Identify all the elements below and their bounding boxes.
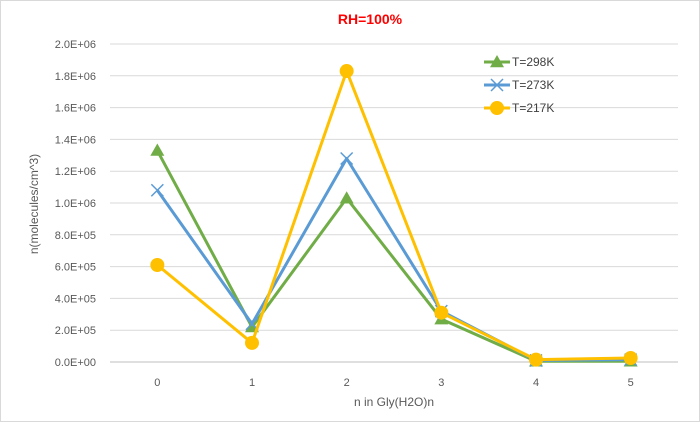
y-tick-label: 1.6E+06: [55, 103, 96, 115]
y-tick-label: 1.8E+06: [55, 71, 96, 83]
x-tick-label: 0: [154, 377, 160, 389]
x-tick-label: 3: [438, 377, 444, 389]
legend-marker: [490, 78, 504, 92]
data-point-T=217K-5: [623, 351, 638, 366]
data-point-T=217K-0: [150, 258, 165, 273]
x-axis-title: n in Gly(H2O)n: [354, 395, 434, 409]
x-tick-label: 4: [533, 377, 539, 389]
chart-title: RH=100%: [338, 11, 403, 27]
data-point-T=273K-2: [340, 151, 354, 166]
data-point-T=273K-0: [150, 183, 164, 197]
y-tick-label: 1.2E+06: [55, 166, 96, 178]
series-line-T=217K: [156, 69, 631, 362]
x-tick-label: 2: [344, 377, 350, 389]
y-axis-title: n(molecules/cm^3): [27, 154, 41, 254]
data-point-T=217K-2: [339, 64, 354, 79]
y-tick-label: 0.0E+00: [55, 357, 96, 369]
data-point-T=217K-3: [434, 305, 449, 320]
data-point-T=298K-2: [339, 191, 354, 204]
y-tick-label: 4.0E+05: [55, 293, 96, 305]
y-tick-labels: 0.0E+00 2.0E+05 4.0E+05 6.0E+05 8.0E+05 1.0E+…: [55, 39, 96, 369]
data-point-T=217K-4: [529, 352, 543, 367]
series-line-T=298K: [156, 149, 631, 363]
x-tick-label: 5: [628, 377, 634, 389]
legend-marker: [490, 55, 504, 68]
y-tick-label: 2.0E+05: [55, 325, 96, 337]
legend-marker: [490, 101, 504, 115]
y-tick-label: 1.0E+06: [55, 198, 96, 210]
legend-label: T=273K: [512, 78, 554, 92]
data-point-T=217K-1: [245, 335, 259, 350]
legend-label: T=217K: [512, 101, 554, 115]
y-tick-label: 6.0E+05: [55, 262, 96, 274]
gridlines: [110, 43, 678, 363]
y-tick-label: 8.0E+05: [55, 230, 96, 242]
series-group: [150, 64, 638, 367]
x-tick-label: 1: [249, 377, 255, 389]
data-point-T=298K-0: [150, 143, 165, 156]
legend: T=298K T=273K T=217K: [484, 55, 554, 115]
y-tick-label: 1.4E+06: [55, 134, 96, 146]
y-tick-label: 2.0E+06: [55, 39, 96, 51]
legend-label: T=298K: [512, 55, 554, 69]
x-tick-labels: 0 1 2 3 4 5: [154, 377, 633, 389]
